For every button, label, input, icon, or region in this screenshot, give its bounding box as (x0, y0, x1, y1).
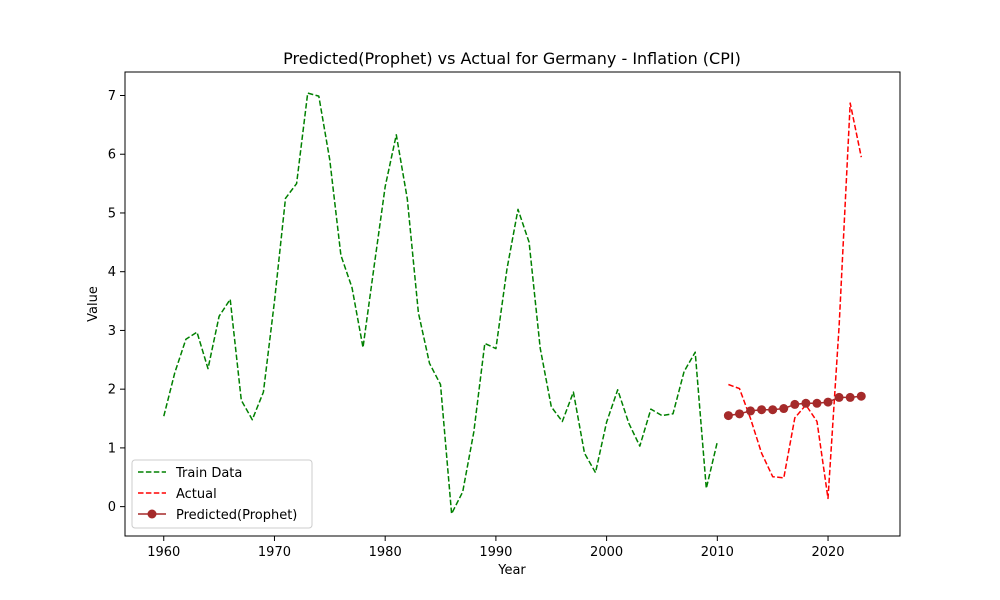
x-tick-label: 2000 (590, 545, 623, 560)
x-tick-label: 1980 (369, 545, 402, 560)
series-point-predicted-prophet (801, 398, 811, 408)
x-tick-label: 1990 (479, 545, 512, 560)
axis-ticks: 1960 1970 1980 1990 2000 2010 2020 0 1 2 3 4 5 6 7 (108, 89, 845, 560)
x-tick-label: 2020 (811, 545, 844, 560)
series-line-train-data (163, 92, 719, 515)
y-tick-label: 7 (108, 89, 116, 104)
series-point-predicted-prophet (845, 392, 855, 402)
y-tick-label: 5 (108, 206, 116, 221)
legend-marker-predicted (147, 509, 157, 519)
series-point-predicted-prophet (746, 406, 756, 416)
y-tick-label: 0 (108, 500, 116, 515)
series-point-predicted-prophet (812, 398, 822, 408)
series-point-predicted-prophet (823, 397, 833, 407)
series-point-predicted-prophet (757, 405, 767, 415)
y-tick-label: 1 (108, 441, 116, 456)
chart-title: Predicted(Prophet) vs Actual for Germany… (283, 49, 741, 68)
series-point-predicted-prophet (856, 391, 866, 401)
y-tick-label: 3 (108, 324, 116, 339)
series-point-predicted-prophet (768, 405, 778, 415)
x-tick-label: 2010 (701, 545, 734, 560)
legend: Train Data Actual Predicted(Prophet) (131, 459, 313, 529)
plot-area (163, 92, 866, 515)
x-tick-label: 1970 (258, 545, 291, 560)
legend-box (131, 459, 313, 529)
series-point-predicted-prophet (779, 404, 789, 414)
y-axis-title: Value (86, 286, 101, 322)
series-point-predicted-prophet (790, 399, 800, 409)
series-point-predicted-prophet (734, 409, 744, 419)
plot-frame (124, 71, 901, 537)
x-axis-title: Year (497, 563, 526, 578)
y-tick-label: 4 (108, 265, 116, 280)
series-line-actual (728, 102, 863, 500)
y-tick-label: 6 (108, 148, 116, 163)
legend-label-predicted: Predicted(Prophet) (176, 508, 297, 523)
x-tick-label: 1960 (147, 545, 180, 560)
y-tick-label: 2 (108, 383, 116, 398)
legend-label-actual: Actual (176, 487, 217, 502)
series-point-predicted-prophet (723, 411, 733, 421)
legend-label-train-data: Train Data (175, 466, 242, 481)
series-point-predicted-prophet (834, 392, 844, 402)
